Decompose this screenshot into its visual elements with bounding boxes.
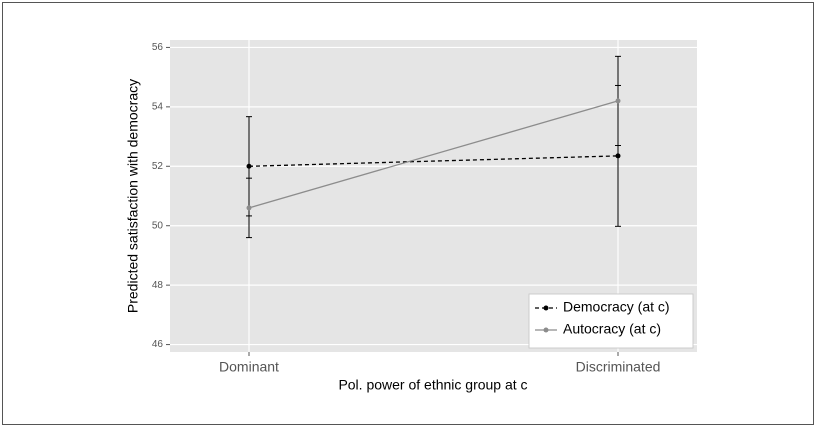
point (246, 205, 252, 211)
point (615, 98, 621, 104)
legend-label: Autocracy (at c) (563, 321, 661, 337)
y-axis-title: Predicted satisfaction with democracy (125, 79, 141, 313)
line (248, 100, 619, 209)
legend-box (528, 293, 694, 349)
y-tick-label: 50 (152, 220, 164, 231)
x-axis-title: Pol. power of ethnic group at c (338, 377, 527, 393)
line (248, 155, 619, 167)
y-tick-label: 52 (152, 161, 164, 172)
y-tick-label: 46 (152, 339, 164, 350)
legend-label: Democracy (at c) (563, 299, 670, 315)
y-tick-label: 54 (152, 101, 164, 112)
legend-marker (543, 327, 549, 333)
y-tick-label: 48 (152, 280, 164, 291)
legend-marker (543, 305, 549, 311)
x-tick-label: Dominant (219, 359, 279, 375)
x-tick-label: Discriminated (576, 359, 661, 375)
point (246, 163, 252, 169)
frame (2, 2, 814, 425)
y-tick-label: 56 (152, 42, 164, 53)
point (615, 153, 621, 159)
